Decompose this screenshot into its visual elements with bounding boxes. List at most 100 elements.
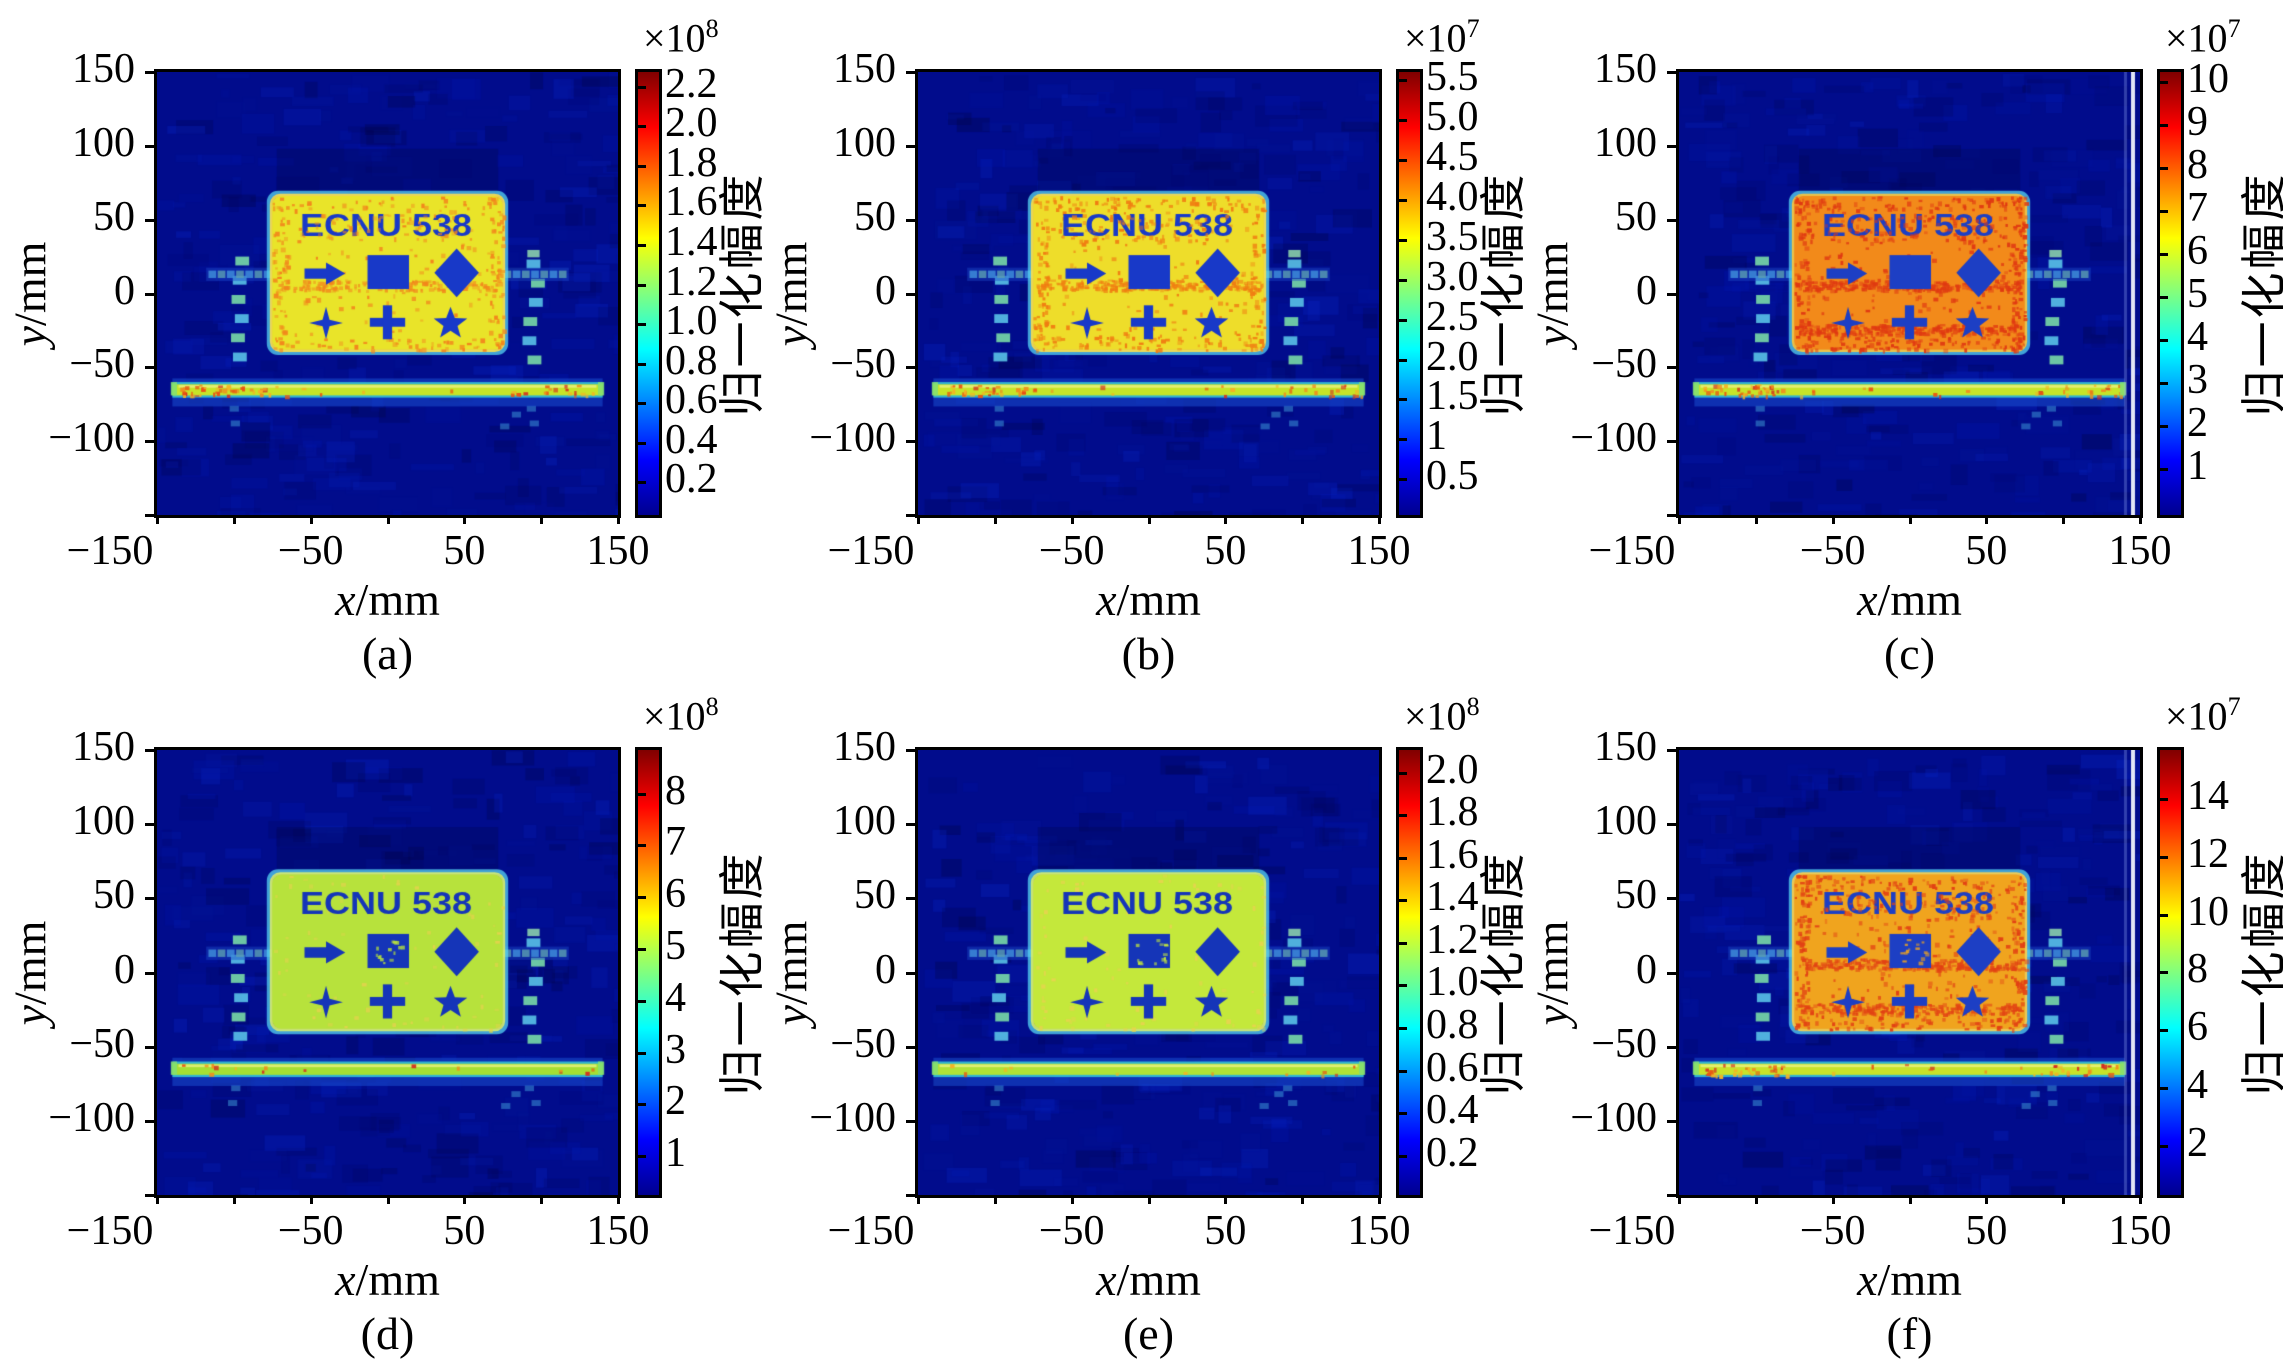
plot-area-b	[915, 69, 1382, 518]
panel-b: −150 −50 50 150 150 100 50 0 −50 −100 y/mm x/mm (b) 5…	[761, 0, 1530, 700]
x-tick	[156, 515, 159, 524]
colorbar-tick-label: 0.2	[665, 456, 718, 503]
colorbar-tick-label: 5.0	[1426, 94, 1479, 141]
colorbar-tick-label: 4.0	[1426, 173, 1479, 220]
heatmap-canvas-a	[157, 72, 618, 515]
x-tick-label: 50	[1965, 528, 2008, 574]
x-tick	[1378, 515, 1381, 524]
y-tick	[1667, 1119, 1676, 1123]
y-tick	[906, 1194, 915, 1197]
x-tick	[232, 515, 236, 524]
colorbar-tick	[2160, 338, 2168, 342]
colorbar-tick	[1399, 941, 1407, 945]
y-tick-label: −50	[1591, 341, 1657, 388]
y-tick-label: −50	[69, 341, 135, 388]
y-tick	[145, 144, 154, 148]
x-tick	[1678, 1195, 1681, 1204]
x-tick	[1831, 1195, 1835, 1204]
x-tick	[1754, 515, 1758, 524]
y-tick-label: 150	[833, 724, 896, 770]
y-tick-label: 150	[833, 46, 896, 92]
x-tick	[2062, 515, 2066, 524]
plot-area-c	[1676, 69, 2143, 518]
colorbar-tick-label: 0.6	[665, 377, 718, 424]
x-tick-label: −50	[1799, 1208, 1866, 1254]
colorbar-tick-label: 7	[665, 819, 686, 866]
colorbar-tick	[638, 481, 646, 485]
colorbar-tick	[638, 896, 646, 900]
x-tick	[2062, 1195, 2066, 1204]
colorbar-tick-label: 1.0	[1426, 959, 1479, 1006]
colorbar-tick-label: 1.8	[1426, 789, 1479, 836]
x-tick-label: 150	[1347, 1208, 1411, 1254]
y-tick	[906, 971, 915, 975]
x-tick-label: 50	[1204, 528, 1247, 574]
colorbar-tick	[2160, 80, 2168, 84]
x-tick	[1754, 1195, 1758, 1204]
colorbar-exponent: ×108	[643, 692, 719, 739]
y-tick	[1667, 1194, 1676, 1197]
y-tick	[145, 71, 154, 74]
x-tick-label: −150	[66, 528, 154, 574]
colorbar-tick-label: 1.6	[1426, 831, 1479, 878]
y-tick	[1667, 440, 1676, 444]
colorbar-tick-label: 2.0	[1426, 333, 1479, 380]
y-tick	[1667, 144, 1676, 148]
x-tick	[463, 515, 467, 524]
x-tick	[1070, 1195, 1074, 1204]
colorbar-tick	[638, 323, 646, 327]
x-tick	[232, 1195, 236, 1204]
y-tick	[906, 366, 915, 370]
y-tick-label: −100	[1570, 1094, 1657, 1141]
colorbar-tick	[1399, 358, 1407, 362]
colorbar-tick	[2160, 424, 2168, 428]
y-tick-label: 150	[1594, 724, 1657, 770]
colorbar-tick	[638, 204, 646, 208]
colorbar-tick	[1399, 771, 1407, 775]
y-tick-label: 100	[833, 798, 896, 845]
colorbar-tick-label: 6	[665, 871, 686, 918]
x-tick	[1224, 1195, 1228, 1204]
y-tick-label: −100	[48, 415, 135, 462]
y-tick-label: −50	[830, 341, 896, 388]
y-tick-label: 0	[1636, 267, 1657, 314]
colorbar-tick-label: 2.2	[665, 60, 718, 107]
x-tick	[156, 1195, 159, 1204]
y-tick	[1667, 971, 1676, 975]
x-tick	[1301, 515, 1305, 524]
colorbar-tick	[638, 1103, 646, 1107]
x-tick	[1147, 1195, 1151, 1204]
colorbar-tick-label: 5	[665, 923, 686, 970]
y-tick	[145, 971, 154, 975]
colorbar-tick-label: 5.5	[1426, 54, 1479, 101]
y-tick-label: 50	[1615, 872, 1657, 919]
panel-caption: (d)	[360, 1308, 415, 1359]
colorbar-tick-label: 5	[2187, 270, 2208, 317]
colorbar-tick	[1399, 398, 1407, 402]
colorbar-tick-label: 4	[2187, 313, 2208, 360]
x-tick-label: 50	[1204, 1208, 1247, 1254]
x-tick-label: 150	[586, 1208, 650, 1254]
y-tick-label: 100	[72, 798, 135, 845]
colorbar-b	[1396, 69, 1423, 518]
x-tick	[917, 515, 920, 524]
x-tick	[309, 515, 313, 524]
colorbar-tick	[638, 85, 646, 89]
y-tick	[145, 218, 154, 222]
colorbar-tick-label: 1.6	[665, 179, 718, 226]
panel-caption: (e)	[1122, 1308, 1175, 1359]
x-tick-label: 150	[2108, 528, 2172, 574]
x-axis-label: x/mm	[1857, 1254, 1962, 1305]
colorbar-exponent: ×108	[1404, 692, 1480, 739]
x-axis-label: x/mm	[335, 1254, 440, 1305]
panel-caption: (c)	[1883, 628, 1936, 679]
y-tick	[145, 749, 154, 752]
colorbar-tick-label: 2.0	[665, 100, 718, 147]
y-tick	[906, 71, 915, 74]
y-tick-label: 100	[1594, 119, 1657, 166]
colorbar-tick	[638, 1051, 646, 1055]
x-tick	[386, 1195, 390, 1204]
colorbar-tick-label: 2	[2187, 399, 2208, 446]
colorbar-tick-label: 12	[2187, 830, 2229, 877]
